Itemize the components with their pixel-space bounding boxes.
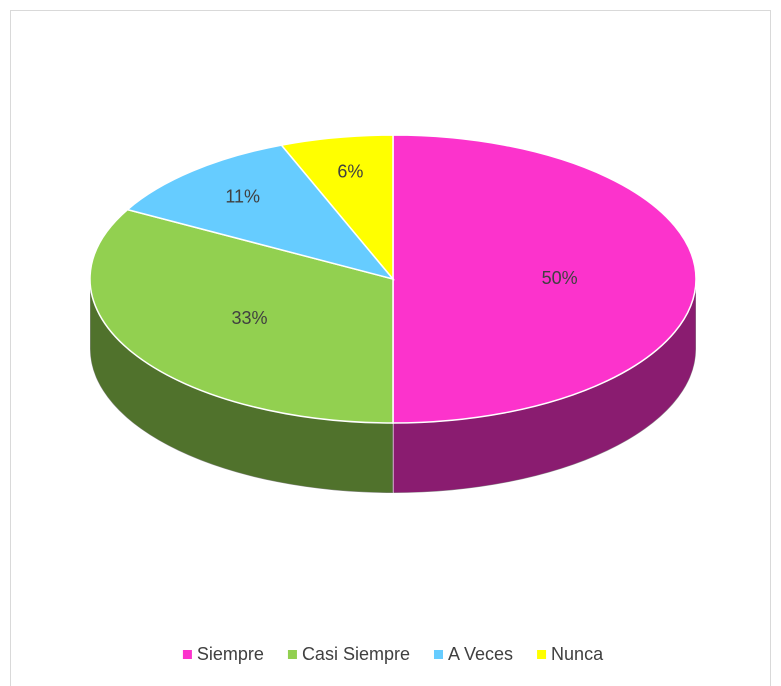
legend-label: Nunca: [551, 644, 604, 664]
data-label: 11%: [225, 187, 260, 207]
data-label: 6%: [337, 162, 363, 182]
legend-swatch: [182, 650, 192, 659]
legend-label: Casi Siempre: [302, 644, 410, 664]
legend-label: Siempre: [197, 644, 264, 664]
slice: [392, 134, 697, 424]
slice: [125, 144, 396, 281]
data-label: 33%: [232, 308, 268, 328]
chart-frame: [10, 10, 771, 686]
legend-swatch: [433, 650, 443, 659]
slice: [280, 134, 394, 282]
slice: [89, 208, 394, 424]
data-label: 50%: [542, 268, 578, 288]
legend-label: A Veces: [448, 644, 513, 664]
slice-side-shade: [393, 279, 696, 493]
slice-side-shade: [90, 279, 393, 493]
legend-swatch: [287, 650, 297, 659]
legend-swatch: [537, 650, 547, 659]
